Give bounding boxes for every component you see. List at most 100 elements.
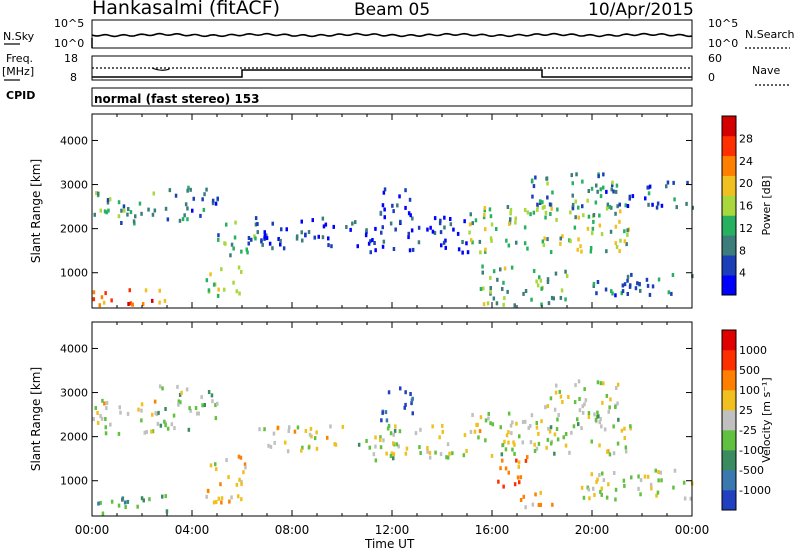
data-cell [405,446,409,451]
station-title: Hankasalmi (fitACF) [92,0,281,19]
data-cell [365,439,368,443]
data-cell [178,218,182,223]
data-cell [546,277,550,282]
data-cell [610,187,613,192]
data-cell [595,291,598,296]
data-cell [481,270,484,275]
data-cell [474,218,478,223]
data-cell [596,280,600,284]
data-cell [417,225,421,230]
data-cell [559,241,562,246]
data-cell [449,217,452,221]
data-cell [510,265,514,270]
data-cell [99,414,102,419]
data-cell [624,203,627,208]
data-cell [571,206,575,211]
data-cell [648,184,652,189]
data-cell [383,187,387,192]
data-cell [509,217,512,222]
data-cell [624,449,628,454]
data-cell [188,406,191,411]
data-cell [524,505,527,510]
data-cell [492,296,496,301]
data-cell [272,431,276,436]
data-cell [471,221,474,226]
data-cell [549,212,552,216]
data-cell [410,401,413,406]
data-cell [489,275,492,280]
data-cell [216,196,219,201]
data-cell [675,205,678,210]
data-cell [219,482,222,487]
data-cell [379,210,383,215]
data-cell [509,423,513,428]
data-cell [108,197,112,202]
data-cell [471,413,474,417]
data-cell [341,424,345,429]
data-cell [153,399,157,404]
data-cell [639,492,642,497]
data-cell [391,203,394,208]
data-cell [636,281,639,286]
data-cell [96,411,99,415]
data-cell [468,230,471,235]
data-cell [209,463,213,468]
data-cell [97,191,100,196]
data-cell [364,233,368,238]
data-cell [602,478,606,483]
data-cell [575,172,578,177]
data-cell [324,222,328,227]
data-cell [510,431,513,436]
data-cell [374,458,378,463]
data-cell [553,451,556,456]
data-cell [509,211,512,216]
data-cell [521,420,525,424]
data-cell [399,219,402,224]
data-cell [605,249,608,254]
data-cell [295,236,299,241]
data-cell [611,291,614,296]
data-cell [634,286,638,291]
data-cell [505,433,509,438]
x-tick-label: 12:00 [375,523,410,537]
data-cell [500,452,504,457]
data-cell [550,295,554,300]
data-cell [546,237,549,242]
data-cell [647,191,651,196]
data-cell [506,289,509,294]
data-cell [484,247,487,252]
data-cell [614,293,617,298]
data-cell [280,227,283,232]
ylabel: Slant Range [km] [29,159,43,263]
data-cell [556,417,559,422]
data-cell [317,234,320,239]
data-cell [279,238,282,243]
data-cell [170,422,174,427]
data-cell [168,188,172,193]
data-cell [172,413,176,418]
data-cell [647,202,650,207]
data-cell [254,236,257,241]
data-cell [230,242,234,247]
data-cell [389,221,393,226]
data-cell [545,445,548,450]
beam-label: Beam 05 [354,0,431,20]
data-cell [626,274,630,279]
data-cell [220,496,224,501]
data-cell [407,235,410,240]
x-tick-label: 16:00 [475,523,510,537]
data-cell [120,221,123,225]
data-cell [173,426,176,431]
data-cell [164,423,167,428]
data-cell [657,478,660,483]
data-cell [499,425,502,430]
data-cell [304,232,307,237]
data-cell [530,178,534,183]
data-cell [581,204,584,209]
data-cell [393,428,397,433]
data-cell [426,227,429,232]
data-cell [598,223,602,228]
data-cell [180,390,183,395]
data-cell [301,238,304,243]
colorbar-cell [722,175,736,196]
